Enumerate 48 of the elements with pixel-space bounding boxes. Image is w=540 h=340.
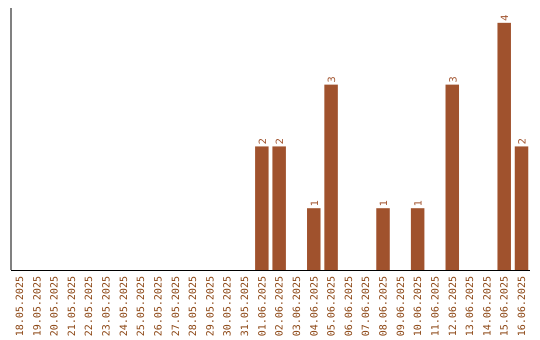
x-tick-label: 21.05.2025	[66, 276, 78, 336]
bar	[272, 146, 286, 270]
bar	[376, 208, 390, 270]
data-label: 3	[448, 76, 460, 83]
bar	[514, 146, 528, 270]
x-tick-label: 26.05.2025	[153, 276, 164, 336]
x-tick-label: 16.06.2025	[517, 276, 528, 336]
x-tick-label: 28.05.2025	[188, 276, 200, 336]
x-tick-label: 12.06.2025	[448, 276, 459, 336]
x-tick-label: 31.05.2025	[240, 276, 252, 336]
x-tick-label: 29.05.2025	[205, 276, 216, 336]
x-tick-label: 20.05.2025	[50, 276, 61, 336]
bar	[446, 84, 460, 270]
x-tick-label: 06.06.2025	[344, 276, 355, 336]
x-tick-label: 05.06.2025	[326, 276, 338, 336]
x-tick-label: 09.06.2025	[396, 276, 407, 336]
x-tick-label: 03.06.2025	[292, 276, 303, 336]
x-tick-label: 30.05.2025	[222, 276, 234, 336]
x-tick-label: 10.06.2025	[413, 276, 424, 336]
x-tick-label: 22.05.2025	[84, 276, 96, 336]
x-tick-label: 24.05.2025	[118, 276, 130, 336]
data-label: 3	[327, 76, 338, 83]
x-tick-label: 04.06.2025	[309, 276, 320, 336]
x-tick-label: 07.06.2025	[361, 276, 372, 336]
data-label: 2	[258, 138, 269, 144]
x-tick-label: 13.06.2025	[465, 276, 476, 336]
x-tick-label: 02.06.2025	[274, 276, 286, 336]
x-tick-label: 01.06.2025	[257, 276, 268, 336]
x-tick-label: 23.05.2025	[102, 276, 113, 336]
x-tick-label: 15.06.2025	[500, 276, 511, 336]
x-tick-label: 25.05.2025	[136, 276, 148, 336]
bar	[255, 146, 269, 270]
x-tick-label: 14.06.2025	[482, 276, 494, 336]
x-tick-label: 27.05.2025	[170, 276, 182, 336]
data-label: 2	[275, 138, 286, 144]
x-tick-label: 19.05.2025	[32, 276, 44, 336]
data-label: 4	[500, 14, 512, 21]
bar	[307, 208, 321, 270]
x-tick-label: 11.06.2025	[430, 276, 442, 336]
bar	[410, 208, 424, 270]
data-label: 2	[518, 138, 529, 144]
data-label: 1	[310, 200, 321, 206]
bar	[324, 84, 338, 270]
data-label: 1	[414, 200, 425, 206]
x-tick-label: 18.05.2025	[14, 276, 26, 336]
data-label: 1	[379, 200, 390, 206]
x-tick-label: 08.06.2025	[378, 276, 390, 336]
bar	[497, 22, 511, 270]
